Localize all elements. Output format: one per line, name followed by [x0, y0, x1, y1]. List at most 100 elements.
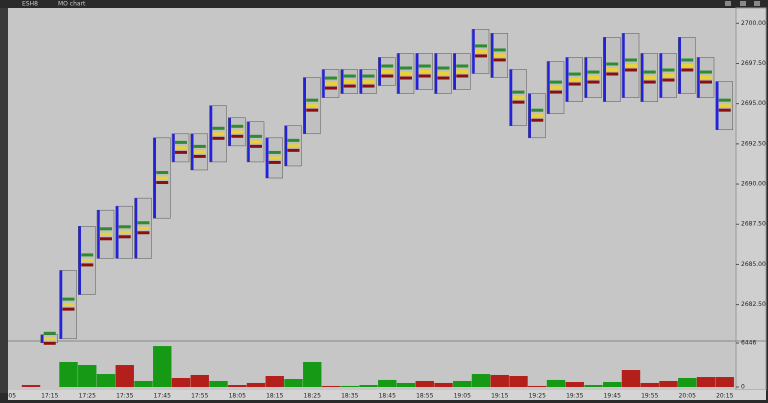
- x-tick-label: 19:05: [454, 393, 471, 400]
- value-block: [381, 64, 394, 68]
- y-tick-label: 2697.50: [741, 60, 766, 67]
- x-tick-label: 18:05: [229, 393, 246, 400]
- volume-bar: [303, 362, 322, 387]
- value-block: [700, 80, 712, 84]
- value-block: [681, 68, 694, 72]
- value-block: [681, 58, 694, 62]
- poc-marker: [137, 226, 150, 230]
- poc-marker: [718, 104, 731, 108]
- x-tick-label: 18:35: [341, 393, 358, 400]
- volume-bar: [78, 365, 97, 387]
- poc-marker: [643, 76, 656, 80]
- value-block: [606, 72, 619, 76]
- volume-bar: [546, 379, 566, 387]
- value-block: [212, 126, 225, 130]
- value-block: [568, 72, 581, 76]
- value-block: [231, 124, 244, 128]
- poc-marker: [381, 70, 394, 74]
- poc-marker: [400, 72, 412, 76]
- value-block: [718, 108, 731, 112]
- value-block: [137, 221, 150, 225]
- y-tick-label: 2682.50: [741, 301, 766, 308]
- volume-bar: [171, 377, 191, 387]
- window-button[interactable]: [725, 1, 731, 6]
- value-block: [493, 48, 506, 52]
- value-block: [287, 148, 300, 152]
- y-tick-label: 2690.00: [741, 181, 766, 188]
- poc-marker: [456, 70, 469, 74]
- x-tick-label: 17:55: [191, 393, 208, 400]
- value-block: [550, 80, 562, 84]
- value-block: [662, 78, 675, 82]
- volume-bar: [21, 385, 41, 387]
- value-block: [62, 297, 75, 301]
- value-block: [400, 66, 412, 70]
- volume-bar: [134, 380, 153, 387]
- value-block: [137, 231, 150, 235]
- x-tick-label: 18:25: [304, 393, 321, 400]
- poc-marker: [568, 78, 581, 82]
- volume-bar: [640, 382, 659, 387]
- volume-bar: [584, 385, 603, 387]
- poc-marker: [606, 67, 619, 71]
- value-block: [81, 253, 94, 257]
- price-axis: [735, 7, 767, 391]
- volume-bar: [340, 385, 359, 387]
- volume-bar: [265, 376, 284, 387]
- volume-bar: [115, 365, 134, 387]
- value-block: [437, 66, 450, 70]
- volume-bar: [284, 379, 303, 387]
- x-tick-label: 19:15: [491, 393, 508, 400]
- value-block: [587, 80, 600, 84]
- volume-bar: [378, 379, 397, 387]
- poc-marker: [550, 86, 562, 90]
- y-tick-label: 2685.00: [741, 261, 766, 268]
- poc-marker: [493, 53, 506, 57]
- x-tick-label: 20:05: [679, 393, 696, 400]
- poc-marker: [700, 76, 712, 80]
- value-block: [718, 98, 731, 102]
- value-block: [343, 84, 356, 88]
- value-block: [100, 237, 112, 241]
- value-block: [343, 74, 356, 78]
- poc-marker: [118, 230, 131, 234]
- volume-bar: [490, 374, 509, 387]
- poc-marker: [306, 104, 319, 108]
- value-block: [81, 263, 94, 267]
- value-block: [362, 74, 375, 78]
- y-tick-label: 6446: [741, 340, 756, 347]
- volume-bar: [246, 382, 266, 387]
- x-tick-label: 19:45: [604, 393, 621, 400]
- x-tick-label: 17:25: [79, 393, 96, 400]
- window-button[interactable]: [740, 1, 746, 6]
- value-block: [550, 90, 562, 94]
- y-tick-label: 0: [741, 384, 745, 391]
- x-tick-label: 18:15: [266, 393, 283, 400]
- x-tick-label: 17:45: [154, 393, 171, 400]
- value-block: [118, 225, 131, 229]
- poc-marker: [156, 176, 169, 180]
- symbol[interactable]: ESH8: [22, 1, 38, 8]
- value-block: [400, 76, 412, 80]
- value-block: [62, 307, 75, 311]
- volume-bar: [396, 382, 416, 387]
- side-tabs[interactable]: [0, 8, 8, 393]
- chart-name[interactable]: MO chart: [58, 1, 86, 8]
- value-block: [100, 227, 112, 231]
- x-tick-label: 20:15: [716, 393, 733, 400]
- value-block: [512, 90, 525, 94]
- value-block: [250, 144, 262, 148]
- value-block: [156, 181, 169, 185]
- value-block: [156, 171, 169, 175]
- window-button[interactable]: [754, 1, 760, 6]
- value-block: [175, 150, 187, 154]
- poc-marker: [625, 63, 637, 67]
- value-block: [568, 82, 581, 86]
- value-block: [456, 64, 469, 68]
- poc-marker: [418, 70, 431, 74]
- volume-bar: [621, 370, 641, 387]
- poc-marker: [268, 156, 281, 160]
- value-block: [381, 74, 394, 78]
- value-block: [306, 98, 319, 102]
- value-block: [493, 58, 506, 62]
